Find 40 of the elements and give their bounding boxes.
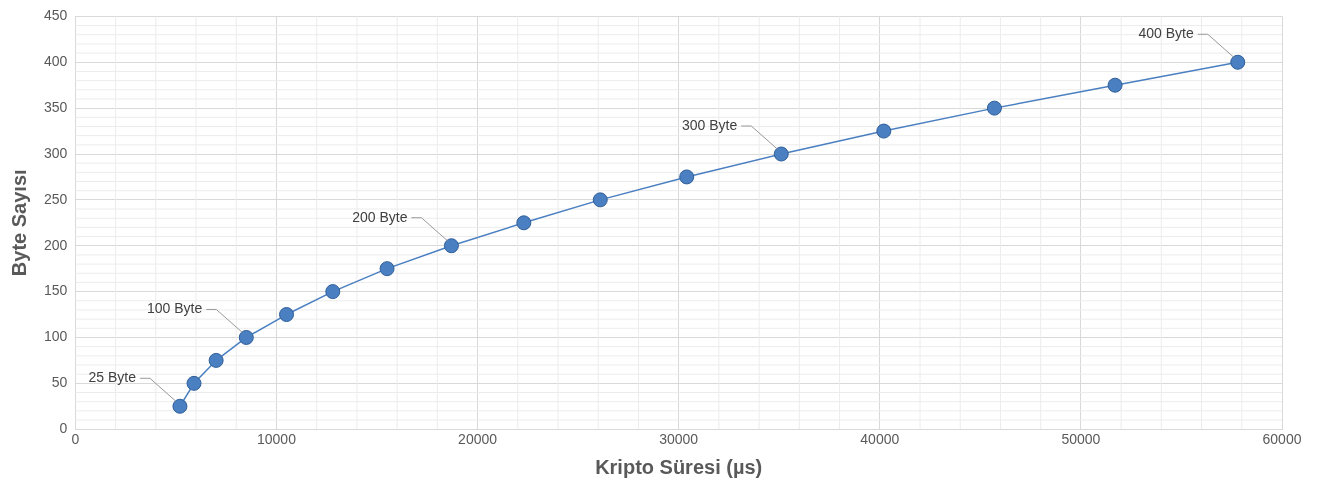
point xyxy=(325,284,341,300)
point xyxy=(238,329,254,345)
x-tick-label: 60000 xyxy=(1262,431,1302,448)
y-tick-label: 450 xyxy=(44,7,68,24)
point xyxy=(379,261,395,277)
x-tick-label: 40000 xyxy=(860,431,900,448)
point xyxy=(279,307,295,323)
y-tick-label: 100 xyxy=(44,328,68,345)
point xyxy=(1230,54,1246,70)
annotation: 400 Byte xyxy=(1138,25,1194,42)
point xyxy=(1107,77,1123,93)
annotation: 100 Byte xyxy=(147,300,203,317)
y-tick-label: 400 xyxy=(44,53,68,70)
y-tick-label: 50 xyxy=(51,374,68,391)
point xyxy=(679,169,695,185)
point xyxy=(443,238,459,254)
x-tick-label: 20000 xyxy=(458,431,498,448)
x-tick-label: 10000 xyxy=(257,431,297,448)
annotation: 25 Byte xyxy=(88,369,137,386)
x-tick-label: 0 xyxy=(71,431,80,448)
point xyxy=(516,215,532,231)
point xyxy=(986,100,1002,116)
point xyxy=(773,146,789,162)
y-tick-label: 350 xyxy=(44,98,68,115)
y-tick-label: 200 xyxy=(44,236,68,253)
y-tick-label: 0 xyxy=(59,420,68,437)
y-tick-label: 250 xyxy=(44,190,68,207)
annotation: 300 Byte xyxy=(681,116,738,133)
x-axis-title: Kripto Süresi (µs) xyxy=(595,455,763,478)
y-tick-label: 150 xyxy=(44,282,68,299)
y-tick-label: 300 xyxy=(44,144,68,161)
point xyxy=(876,123,892,139)
point xyxy=(592,192,608,208)
point xyxy=(186,375,202,391)
point xyxy=(172,398,188,414)
x-tick-label: 50000 xyxy=(1061,431,1101,448)
point xyxy=(208,352,224,368)
x-tick-label: 30000 xyxy=(659,431,699,448)
annotation: 200 Byte xyxy=(352,208,408,225)
y-axis-title: Byte Sayısı xyxy=(7,169,30,277)
